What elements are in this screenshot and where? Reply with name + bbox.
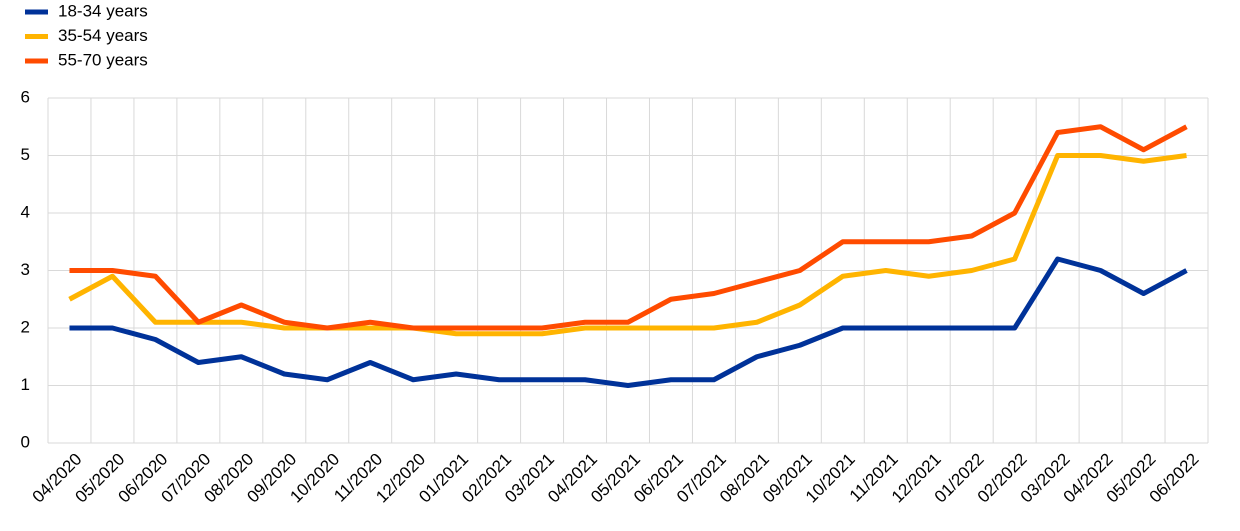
y-tick-label: 3 [21, 260, 30, 279]
series-line [68, 153, 1187, 337]
y-tick-label: 6 [21, 87, 30, 106]
y-tick-label: 4 [21, 202, 30, 221]
y-tick-label: 5 [21, 145, 30, 164]
legend-label: 55-70 years [58, 50, 148, 69]
y-tick-label: 1 [21, 375, 30, 394]
series-line [69, 124, 1188, 331]
legend-label: 35-54 years [58, 26, 148, 45]
y-tick-label: 0 [21, 432, 30, 451]
series-line [69, 256, 1188, 388]
y-tick-label: 2 [21, 317, 30, 336]
legend-label: 18-34 years [58, 1, 148, 20]
